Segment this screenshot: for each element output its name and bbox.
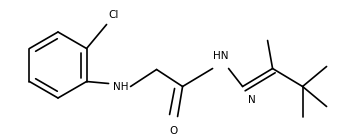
Text: O: O	[170, 127, 178, 136]
Text: N: N	[247, 95, 255, 104]
Text: Cl: Cl	[109, 10, 119, 19]
Text: HN: HN	[213, 51, 228, 60]
Text: NH: NH	[113, 82, 129, 91]
